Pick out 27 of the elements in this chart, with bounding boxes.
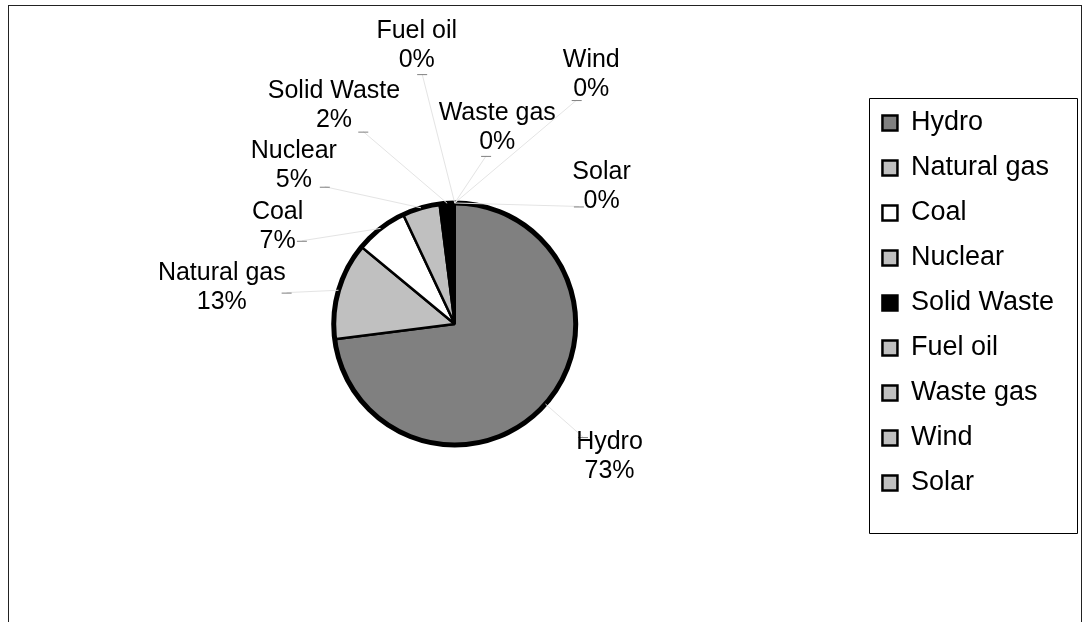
- text: 0%: [479, 125, 516, 154]
- text: 0%: [583, 184, 620, 213]
- data-label: 5%: [275, 164, 312, 193]
- slice-label: Hydro: [576, 425, 643, 454]
- legend-label: Fuel oil: [910, 331, 998, 362]
- legend-label: Solid Waste: [910, 286, 1055, 317]
- category-label: Waste gas: [438, 96, 556, 125]
- data-label: 13%: [196, 285, 247, 314]
- legend-label: Solar: [910, 466, 974, 497]
- legend-label: Nuclear: [910, 241, 1004, 272]
- category-label: Fuel oil: [376, 14, 457, 43]
- text: 0%: [573, 72, 610, 101]
- category-label: Wind: [562, 43, 620, 72]
- slice-label: Coal: [251, 196, 304, 225]
- slice-label: Natural gas: [157, 256, 286, 285]
- legend-label: Coal: [910, 196, 967, 227]
- data-label: 2%: [315, 103, 353, 132]
- category-label: Solar: [572, 155, 631, 184]
- text: 0%: [398, 43, 435, 72]
- legend-label: Natural gas: [910, 151, 1050, 182]
- legend-label: Hydro: [910, 106, 983, 137]
- slice-label: Nuclear: [250, 135, 337, 164]
- slice-label: Solid Waste: [267, 74, 401, 103]
- data-label: 7%: [259, 225, 296, 254]
- data-label: 73%: [584, 454, 635, 483]
- legend-label: Waste gas: [910, 376, 1038, 407]
- legend-label: Wind: [910, 421, 973, 452]
